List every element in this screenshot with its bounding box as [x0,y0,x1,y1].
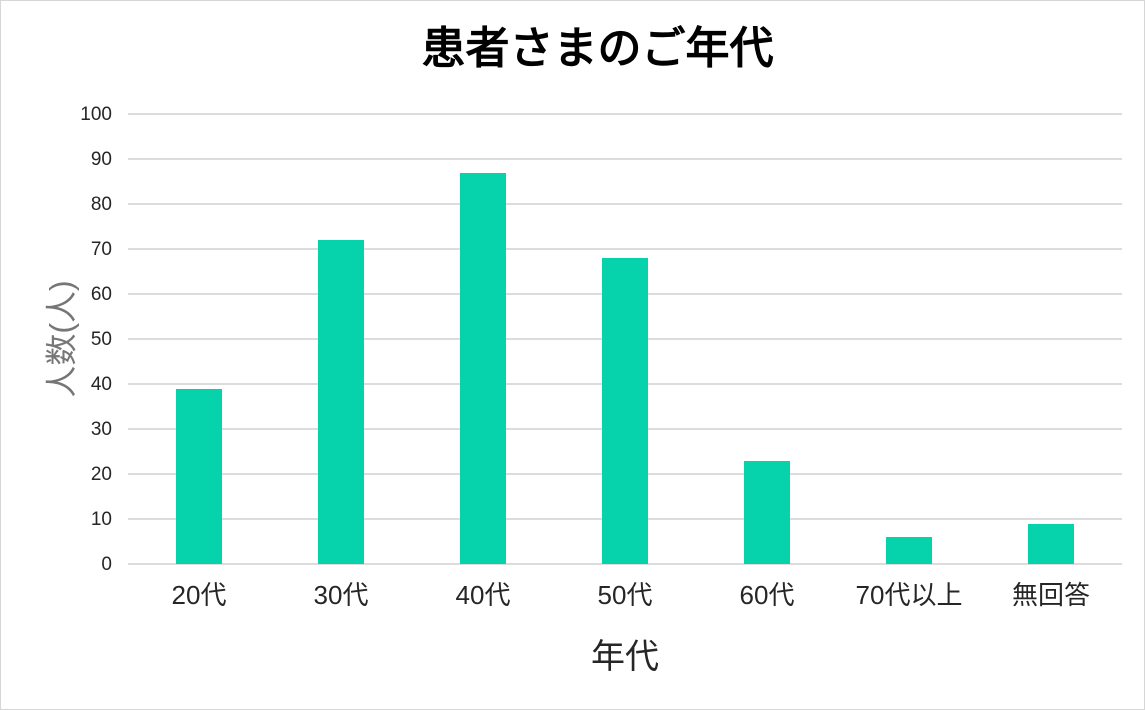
bar-6 [1028,523,1074,564]
x-axis-title: 年代 [591,638,659,676]
x-tick-label-3: 50代 [597,580,653,610]
y-tick-label-10: 10 [90,508,112,530]
bar-1 [318,240,364,564]
bar-slot-0 [128,114,270,564]
bar-3 [602,258,648,564]
x-tick-label-0: 20代 [171,580,227,610]
gridline-100 [128,113,1122,115]
bar-slot-1 [270,114,412,564]
bar-slot-3 [554,114,696,564]
bar-series [128,114,1122,564]
bar-slot-5 [838,114,980,564]
plot-area [128,113,1122,565]
y-tick-label-20: 20 [90,463,112,485]
y-tick-label-30: 30 [90,418,112,440]
bar-slot-6 [980,114,1122,564]
y-tick-label-60: 60 [90,283,112,305]
y-tick-label-40: 40 [90,373,112,395]
y-tick-label-80: 80 [90,193,112,215]
x-tick-label-2: 40代 [455,580,511,610]
bar-slot-4 [696,114,838,564]
bar-4 [744,460,790,564]
gridline-90 [128,158,1122,160]
bar-slot-2 [412,114,554,564]
gridline-0 [128,563,1122,565]
gridline-80 [128,203,1122,205]
bar-0 [176,388,222,564]
y-axis-ticks: 0 10 20 30 40 50 60 70 80 90 100 [1,105,112,574]
x-tick-label-1: 30代 [313,580,369,610]
gridline-70 [128,248,1122,250]
x-tick-label-5: 70代以上 [855,580,963,610]
y-tick-label-0: 0 [101,553,112,575]
x-tick-label-6: 無回答 [1011,580,1090,610]
bar-2 [460,172,506,564]
y-tick-label-100: 100 [80,103,112,125]
y-tick-label-50: 50 [90,328,112,350]
bar-5 [886,537,932,564]
x-tick-label-4: 60代 [739,580,795,610]
y-tick-label-70: 70 [90,238,112,260]
chart-title: 患者さまのご年代 [421,24,774,73]
x-axis-labels: 20代 30代 40代 50代 60代 70代以上 無回答 [128,579,1122,612]
y-tick-label-90: 90 [90,148,112,170]
